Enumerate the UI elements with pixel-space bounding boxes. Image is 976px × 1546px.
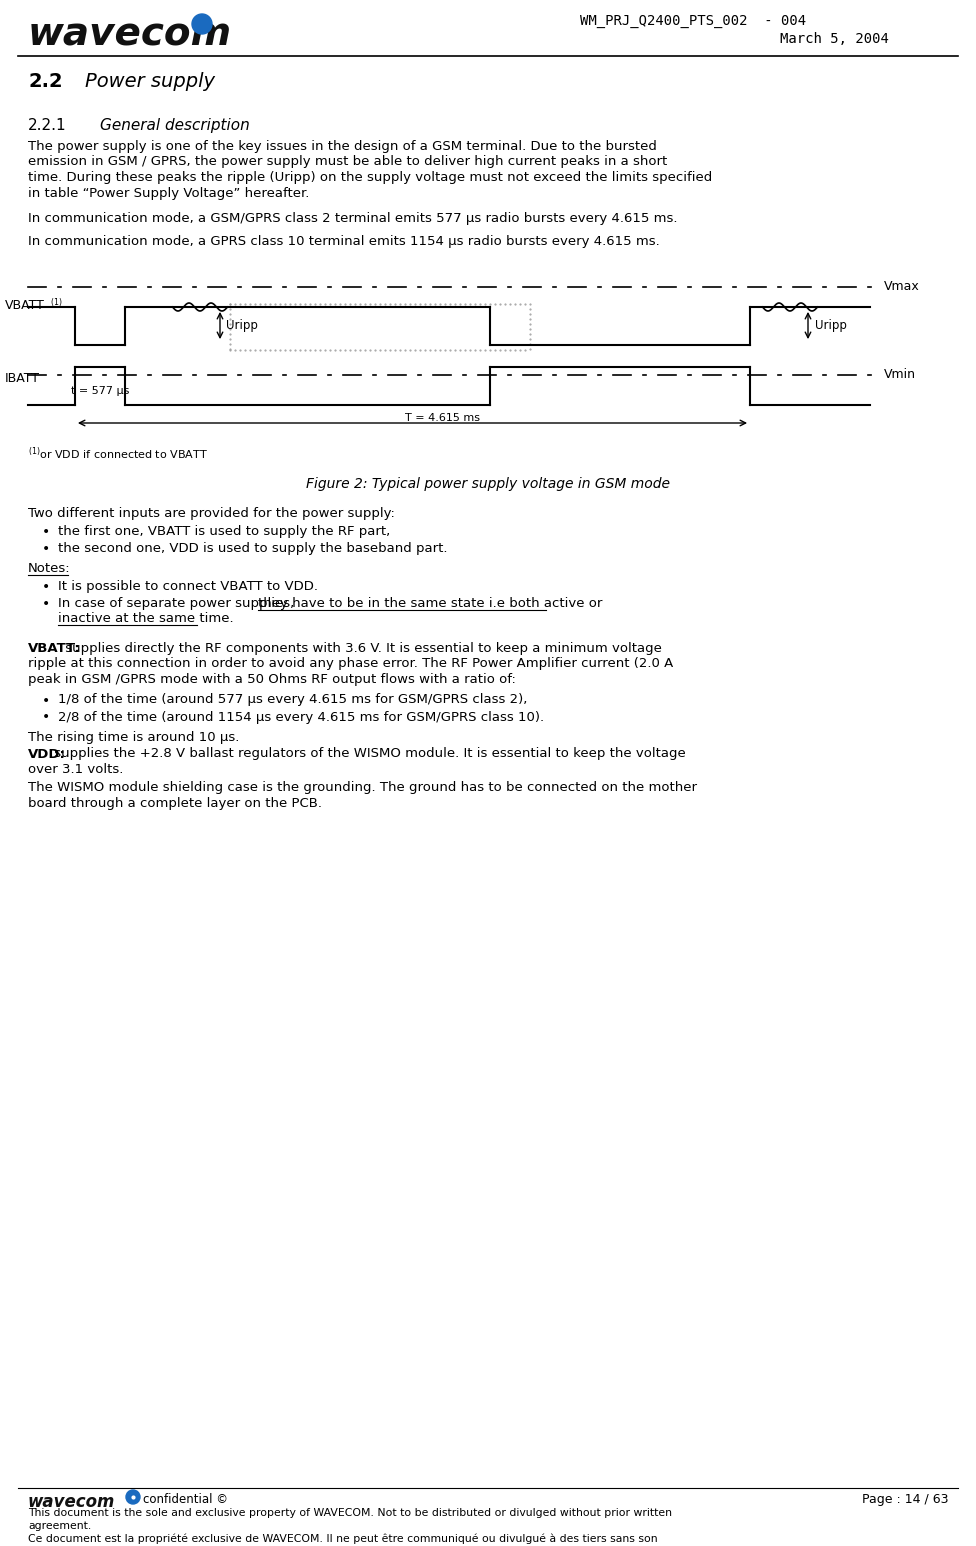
Text: VDD:: VDD: <box>28 748 65 761</box>
Text: •: • <box>42 711 50 725</box>
Text: General description: General description <box>100 117 250 133</box>
Text: VBATT:: VBATT: <box>28 642 81 656</box>
Text: 1/8 of the time (around 577 µs every 4.615 ms for GSM/GPRS class 2),: 1/8 of the time (around 577 µs every 4.6… <box>58 694 527 707</box>
Text: 2.2.1: 2.2.1 <box>28 117 66 133</box>
Text: •: • <box>42 597 50 611</box>
Text: In communication mode, a GPRS class 10 terminal emits 1154 µs radio bursts every: In communication mode, a GPRS class 10 t… <box>28 235 660 247</box>
Text: Page : 14 / 63: Page : 14 / 63 <box>862 1493 948 1506</box>
Text: The rising time is around 10 µs.: The rising time is around 10 µs. <box>28 731 239 744</box>
Text: T = 4.615 ms: T = 4.615 ms <box>405 413 480 424</box>
Text: The WISMO module shielding case is the grounding. The ground has to be connected: The WISMO module shielding case is the g… <box>28 781 697 795</box>
Text: the first one, VBATT is used to supply the RF part,: the first one, VBATT is used to supply t… <box>58 526 390 538</box>
Text: ripple at this connection in order to avoid any phase error. The RF Power Amplif: ripple at this connection in order to av… <box>28 657 673 671</box>
Text: the second one, VDD is used to supply the baseband part.: the second one, VDD is used to supply th… <box>58 543 448 555</box>
Text: over 3.1 volts.: over 3.1 volts. <box>28 764 123 776</box>
Text: time. During these peaks the ripple (Uripp) on the supply voltage must not excee: time. During these peaks the ripple (Uri… <box>28 172 712 184</box>
Text: $^{(1)}$: $^{(1)}$ <box>50 298 62 309</box>
Text: Ce document est la propriété exclusive de WAVECOM. Il ne peut être communiqué ou: Ce document est la propriété exclusive d… <box>28 1534 658 1544</box>
Text: confidential ©: confidential © <box>143 1493 228 1506</box>
Text: emission in GSM / GPRS, the power supply must be able to deliver high current pe: emission in GSM / GPRS, the power supply… <box>28 156 668 169</box>
Text: 2.2: 2.2 <box>28 73 62 91</box>
Text: Notes:: Notes: <box>28 563 70 575</box>
Text: agreement.: agreement. <box>28 1521 91 1531</box>
Text: Two different inputs are provided for the power supply:: Two different inputs are provided for th… <box>28 507 395 519</box>
Text: 2/8 of the time (around 1154 µs every 4.615 ms for GSM/GPRS class 10).: 2/8 of the time (around 1154 µs every 4.… <box>58 711 545 724</box>
Text: in table “Power Supply Voltage” hereafter.: in table “Power Supply Voltage” hereafte… <box>28 187 309 199</box>
Text: Vmin: Vmin <box>884 368 916 382</box>
Circle shape <box>126 1490 140 1504</box>
Text: supplies the +2.8 V ballast regulators of the WISMO module. It is essential to k: supplies the +2.8 V ballast regulators o… <box>50 748 686 761</box>
Text: •: • <box>42 694 50 708</box>
Text: supplies directly the RF components with 3.6 V. It is essential to keep a minimu: supplies directly the RF components with… <box>61 642 662 656</box>
Text: inactive at the same time.: inactive at the same time. <box>58 612 233 625</box>
Text: •: • <box>42 580 50 594</box>
Text: This document is the sole and exclusive property of WAVECOM. Not to be distribut: This document is the sole and exclusive … <box>28 1507 672 1518</box>
Text: March 5, 2004: March 5, 2004 <box>780 32 889 46</box>
Text: Power supply: Power supply <box>85 73 215 91</box>
Text: In communication mode, a GSM/GPRS class 2 terminal emits 577 µs radio bursts eve: In communication mode, a GSM/GPRS class … <box>28 212 677 226</box>
Text: Uripp: Uripp <box>226 318 258 332</box>
Text: In case of separate power supplies,: In case of separate power supplies, <box>58 597 299 611</box>
Text: t = 577 µs: t = 577 µs <box>71 386 129 396</box>
Text: wavecom: wavecom <box>28 15 232 53</box>
Text: Vmax: Vmax <box>884 280 919 294</box>
Text: •: • <box>42 526 50 540</box>
Text: w: w <box>198 20 206 28</box>
Text: peak in GSM /GPRS mode with a 50 Ohms RF output flows with a ratio of:: peak in GSM /GPRS mode with a 50 Ohms RF… <box>28 673 516 686</box>
Text: The power supply is one of the key issues in the design of a GSM terminal. Due t: The power supply is one of the key issue… <box>28 141 657 153</box>
Text: •: • <box>42 543 50 557</box>
Circle shape <box>192 14 212 34</box>
Text: WM_PRJ_Q2400_PTS_002  - 004: WM_PRJ_Q2400_PTS_002 - 004 <box>580 14 806 28</box>
Text: they have to be in the same state i.e both active or: they have to be in the same state i.e bo… <box>258 597 602 611</box>
Text: IBATT: IBATT <box>5 373 40 385</box>
Text: $^{(1)}$or VDD if connected to VBATT: $^{(1)}$or VDD if connected to VBATT <box>28 445 208 462</box>
Text: Figure 2: Typical power supply voltage in GSM mode: Figure 2: Typical power supply voltage i… <box>306 478 670 492</box>
Text: wavecom: wavecom <box>28 1493 115 1510</box>
Text: board through a complete layer on the PCB.: board through a complete layer on the PC… <box>28 798 322 810</box>
Text: VBATT: VBATT <box>5 298 45 312</box>
Text: It is possible to connect VBATT to VDD.: It is possible to connect VBATT to VDD. <box>58 580 318 594</box>
Text: Uripp: Uripp <box>815 318 847 332</box>
